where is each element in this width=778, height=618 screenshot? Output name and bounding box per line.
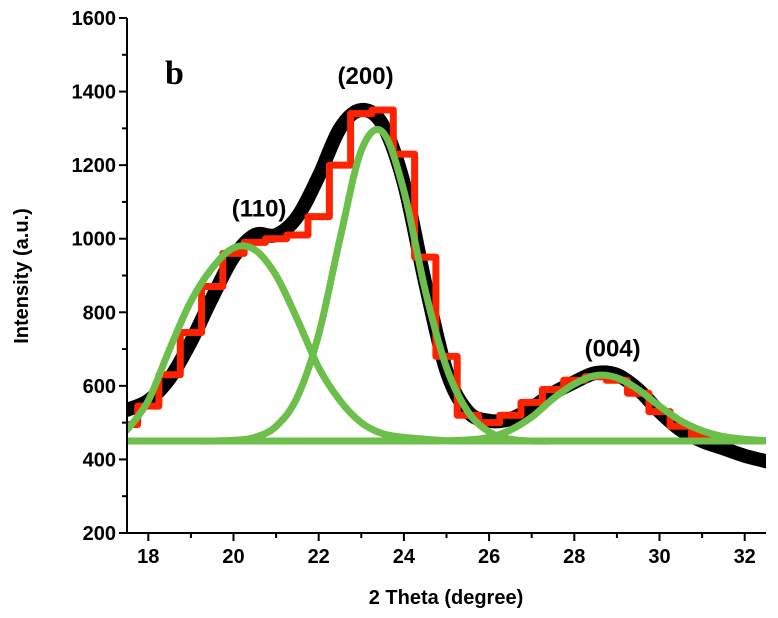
x-tick-label: 32 [734, 546, 756, 568]
y-tick-label: 200 [83, 523, 116, 545]
x-tick-label: 26 [478, 546, 500, 568]
y-tick-label: 1200 [72, 155, 117, 177]
x-tick-label: 20 [222, 546, 244, 568]
peak-label: (004) [585, 335, 641, 362]
x-tick-label: 18 [137, 546, 159, 568]
y-tick-label: 1400 [72, 82, 117, 104]
y-tick-label: 1600 [72, 8, 117, 30]
x-tick-label: 22 [308, 546, 330, 568]
x-tick-label: 30 [648, 546, 670, 568]
labels-layer: 18 20 22 24 26 28 30 32 200 400 600 800 1000 1200 1400… [72, 8, 756, 568]
panel-label: b [165, 55, 184, 92]
y-tick-label: 600 [83, 376, 116, 398]
x-tick-label: 28 [563, 546, 585, 568]
axes-layer [119, 17, 766, 541]
x-tick-label: 24 [393, 546, 416, 568]
peak-label: (110) [232, 196, 287, 223]
y-tick-label: 400 [83, 449, 116, 471]
series-layer [127, 102, 766, 469]
y-tick-label: 800 [83, 302, 116, 324]
x-axis-title: 2 Theta (degree) [369, 587, 523, 609]
y-axis-title: Intensity (a.u.) [11, 208, 33, 344]
peak-label: (200) [338, 63, 394, 90]
y-tick-label: 1000 [72, 229, 117, 251]
